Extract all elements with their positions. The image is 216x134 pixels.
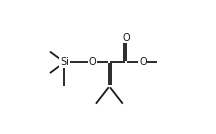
Text: O: O bbox=[139, 57, 147, 67]
Text: Si: Si bbox=[60, 57, 69, 67]
Text: O: O bbox=[122, 33, 130, 42]
Text: O: O bbox=[89, 57, 96, 67]
